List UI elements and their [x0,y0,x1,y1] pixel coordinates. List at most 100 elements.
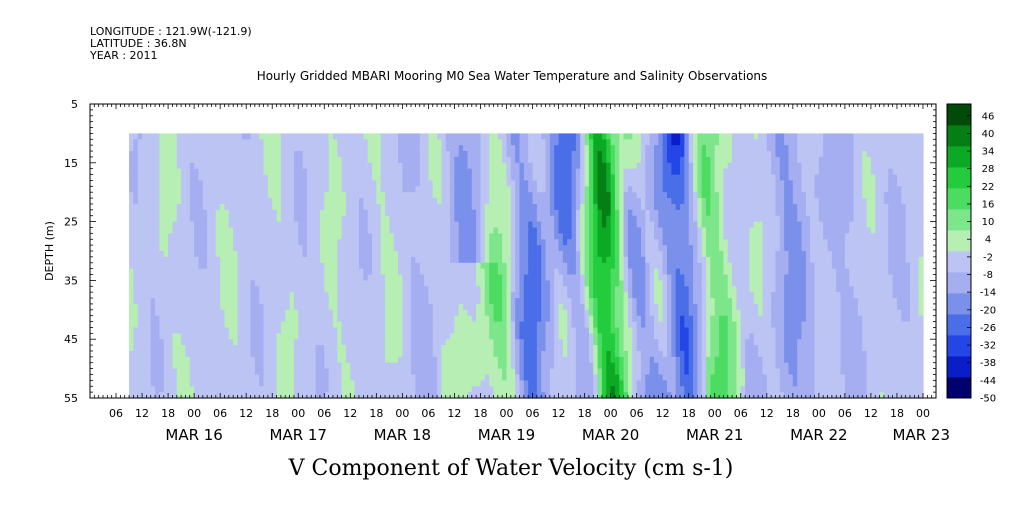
heatmap-cell [402,221,408,229]
heatmap-cell [588,339,594,346]
heatmap-cell [593,386,599,393]
heatmap-cell [385,256,390,264]
heatmap-cell [523,221,529,229]
heatmap-cell [476,209,482,217]
heatmap-cell [523,286,529,293]
heatmap-cell [215,168,221,176]
heatmap-cell [328,368,334,376]
heatmap-cell [194,292,200,299]
heatmap-cell [133,227,139,234]
heatmap-cell [181,274,187,281]
heatmap-cell [519,298,525,305]
heatmap-cell [480,180,486,187]
heatmap-cell [437,251,443,258]
heatmap-cell [580,180,586,187]
heatmap-cell [541,251,547,258]
heatmap-cell [207,156,213,164]
heatmap-cell [224,156,230,164]
heatmap-cell [163,380,169,387]
heatmap-cell [545,221,551,229]
heatmap-cell [463,151,469,158]
heatmap-cell [432,333,438,340]
heatmap-cell [588,350,594,358]
heatmap-cell [519,239,525,246]
heatmap-cell [137,262,143,270]
heatmap-cell [575,245,581,252]
heatmap-cell [445,274,451,281]
heatmap-cell [580,356,586,364]
heatmap-cell [293,339,299,346]
heatmap-cell [567,392,573,399]
heatmap-cell [198,203,204,211]
heatmap-cell [176,186,182,193]
heatmap-cell [198,233,204,240]
heatmap-cell [285,274,291,281]
heatmap-cell [458,298,464,305]
heatmap-cell [567,303,573,311]
heatmap-cell [545,251,551,258]
heatmap-cell [181,350,187,358]
heatmap-cell [129,133,134,140]
heatmap-cell [558,362,564,370]
heatmap-cell [181,286,187,293]
heatmap-cell [337,292,343,299]
heatmap-cell [549,209,555,217]
heatmap-cell [146,251,152,258]
heatmap-cell [389,233,395,240]
heatmap-cell [502,203,508,211]
heatmap-cell [523,156,529,164]
heatmap-cell [172,292,178,299]
heatmap-cell [489,292,495,299]
heatmap-cell [358,386,364,393]
heatmap-cell [350,251,356,258]
heatmap-cell [306,174,312,182]
heatmap-cell [515,286,521,293]
heatmap-cell [411,145,416,152]
heatmap-cell [276,292,282,299]
heatmap-cell [606,192,612,199]
heatmap-cell [163,215,169,223]
heatmap-cell [246,339,252,346]
heatmap-cell [463,215,469,223]
heatmap-cell [402,162,408,170]
heatmap-cell [588,333,594,340]
heatmap-cell [406,209,412,217]
heatmap-cell [155,368,161,376]
heatmap-cell [584,151,590,158]
heatmap-cell [454,151,460,158]
heatmap-cell [445,239,451,246]
heatmap-cell [380,345,386,352]
heatmap-cell [272,156,278,164]
heatmap-cell [181,145,187,152]
heatmap-cell [263,321,269,329]
heatmap-cell [398,145,403,152]
heatmap-cell [549,286,555,293]
heatmap-cell [506,374,512,381]
heatmap-cell [606,374,612,381]
heatmap-cell [411,339,416,346]
heatmap-cell [298,339,304,346]
heatmap-cell [506,139,512,146]
heatmap-cell [398,274,403,281]
heatmap-cell [597,256,603,264]
heatmap-cell [298,350,304,358]
heatmap-cell [228,221,234,229]
heatmap-cell [458,233,464,240]
heatmap-cell [393,256,399,264]
heatmap-cell [606,145,612,152]
heatmap-cell [350,356,356,364]
heatmap-cell [419,151,425,158]
heatmap-cell [272,362,278,370]
heatmap-cell [441,186,447,193]
heatmap-cell [233,374,239,381]
heatmap-cell [211,180,217,187]
heatmap-cell [584,356,590,364]
heatmap-cell [129,350,134,358]
heatmap-cell [137,280,143,287]
heatmap-cell [337,156,343,164]
heatmap-cell [315,174,321,182]
heatmap-cell [254,203,260,211]
heatmap-cell [137,186,143,193]
heatmap-cell [176,274,182,281]
heatmap-cell [155,251,161,258]
